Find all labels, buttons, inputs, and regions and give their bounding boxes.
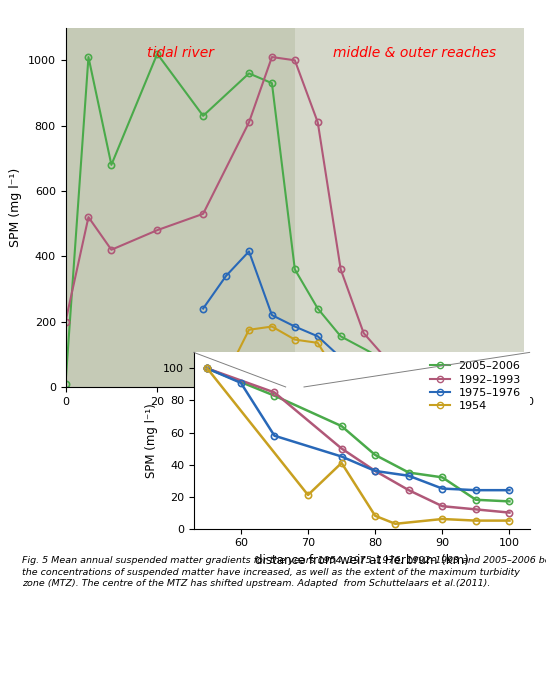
Y-axis label: SPM (mg l⁻¹): SPM (mg l⁻¹) [9, 168, 22, 247]
Legend: 2005–2006, 1992–1993, 1975–1976, 1954: 2005–2006, 1992–1993, 1975–1976, 1954 [426, 358, 524, 415]
Bar [295, 28, 524, 387]
Text: Fig. 5 Mean annual suspended matter gradients for the years 1954, 1975–1976, 199: Fig. 5 Mean annual suspended matter grad… [22, 556, 546, 588]
Y-axis label: SPM (mg l⁻¹): SPM (mg l⁻¹) [145, 403, 158, 478]
X-axis label: distance from weir at Herbrum (km): distance from weir at Herbrum (km) [255, 554, 468, 567]
Text: tidal river: tidal river [147, 46, 213, 59]
Text: middle & outer reaches: middle & outer reaches [333, 46, 496, 59]
